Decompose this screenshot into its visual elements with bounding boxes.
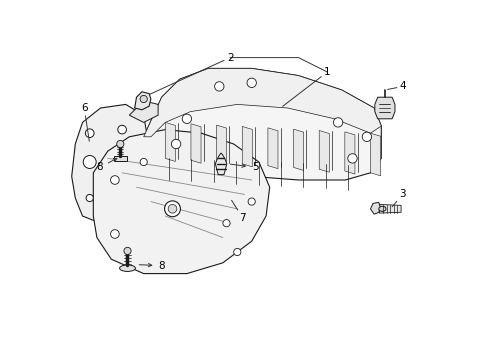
Polygon shape <box>114 156 126 161</box>
Circle shape <box>83 156 96 168</box>
Text: 5: 5 <box>230 162 258 172</box>
Circle shape <box>233 248 241 256</box>
Polygon shape <box>267 128 277 168</box>
Polygon shape <box>374 97 394 119</box>
Circle shape <box>110 230 119 238</box>
Circle shape <box>347 154 356 163</box>
Text: 8: 8 <box>96 158 117 172</box>
Polygon shape <box>143 68 381 180</box>
Circle shape <box>214 82 224 91</box>
Polygon shape <box>215 153 226 175</box>
Polygon shape <box>72 104 147 223</box>
Polygon shape <box>370 202 380 214</box>
Circle shape <box>140 158 147 166</box>
Polygon shape <box>165 122 175 161</box>
Polygon shape <box>379 204 400 213</box>
Circle shape <box>246 78 256 87</box>
Circle shape <box>85 129 94 138</box>
Circle shape <box>223 220 230 227</box>
Circle shape <box>110 176 119 184</box>
Polygon shape <box>93 130 269 274</box>
Polygon shape <box>134 92 151 110</box>
Text: 8: 8 <box>139 261 164 271</box>
Ellipse shape <box>378 206 385 211</box>
Polygon shape <box>143 68 381 137</box>
Polygon shape <box>344 132 354 174</box>
Text: 4: 4 <box>387 81 406 91</box>
Polygon shape <box>242 126 252 167</box>
Polygon shape <box>129 101 158 122</box>
Ellipse shape <box>120 265 135 271</box>
Circle shape <box>182 114 191 123</box>
Text: 6: 6 <box>81 103 89 141</box>
Circle shape <box>118 125 126 134</box>
Polygon shape <box>216 125 226 165</box>
Text: 7: 7 <box>231 201 245 223</box>
Circle shape <box>171 139 181 149</box>
Circle shape <box>362 132 371 141</box>
Circle shape <box>247 198 255 205</box>
Text: 3: 3 <box>391 189 406 207</box>
Circle shape <box>86 194 93 202</box>
Circle shape <box>140 95 147 103</box>
Circle shape <box>168 204 177 213</box>
Text: 2: 2 <box>149 53 233 94</box>
Text: 1: 1 <box>282 67 330 106</box>
Circle shape <box>117 140 123 148</box>
Circle shape <box>164 201 180 217</box>
Polygon shape <box>319 131 328 172</box>
Circle shape <box>123 247 131 255</box>
Polygon shape <box>190 124 201 163</box>
Polygon shape <box>293 129 303 170</box>
Polygon shape <box>370 133 380 176</box>
Circle shape <box>333 118 342 127</box>
